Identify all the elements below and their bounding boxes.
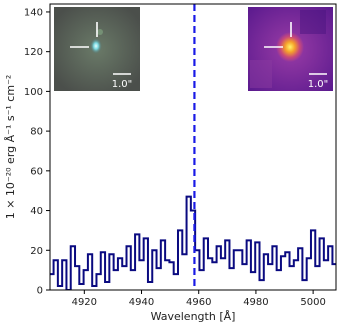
y-tick-label: 100 <box>24 87 43 98</box>
plot-frame <box>49 3 337 291</box>
x-tick-label: 4960 <box>186 297 211 308</box>
left-inset-source <box>90 38 102 54</box>
x-tick-label: 5000 <box>300 297 325 308</box>
y-tick-label: 120 <box>24 47 43 58</box>
spectrum-step-line <box>50 195 336 290</box>
y-tick-label: 40 <box>30 206 43 217</box>
y-tick-label: 60 <box>30 166 43 177</box>
y-tick-label: 20 <box>30 246 43 257</box>
left-inset-image: 1.0" <box>54 7 140 91</box>
x-tick-label: 4920 <box>72 297 97 308</box>
y-tick-label: 80 <box>30 127 43 138</box>
y-axis-label: 1 × 10⁻²⁰ erg Å⁻¹ s⁻¹ cm⁻² <box>4 75 17 220</box>
right-inset-image: 1.0" <box>248 7 333 91</box>
right-inset-scale-label: 1.0" <box>308 79 329 90</box>
x-axis-label: Wavelength [Å] <box>151 310 236 323</box>
y-tick-label: 0 <box>37 286 43 297</box>
left-inset-scale-label: 1.0" <box>112 79 133 90</box>
x-tick-label: 4980 <box>243 297 268 308</box>
x-tick-label: 4940 <box>129 297 154 308</box>
right-inset-source <box>276 32 304 62</box>
y-tick-label: 140 <box>24 7 43 18</box>
